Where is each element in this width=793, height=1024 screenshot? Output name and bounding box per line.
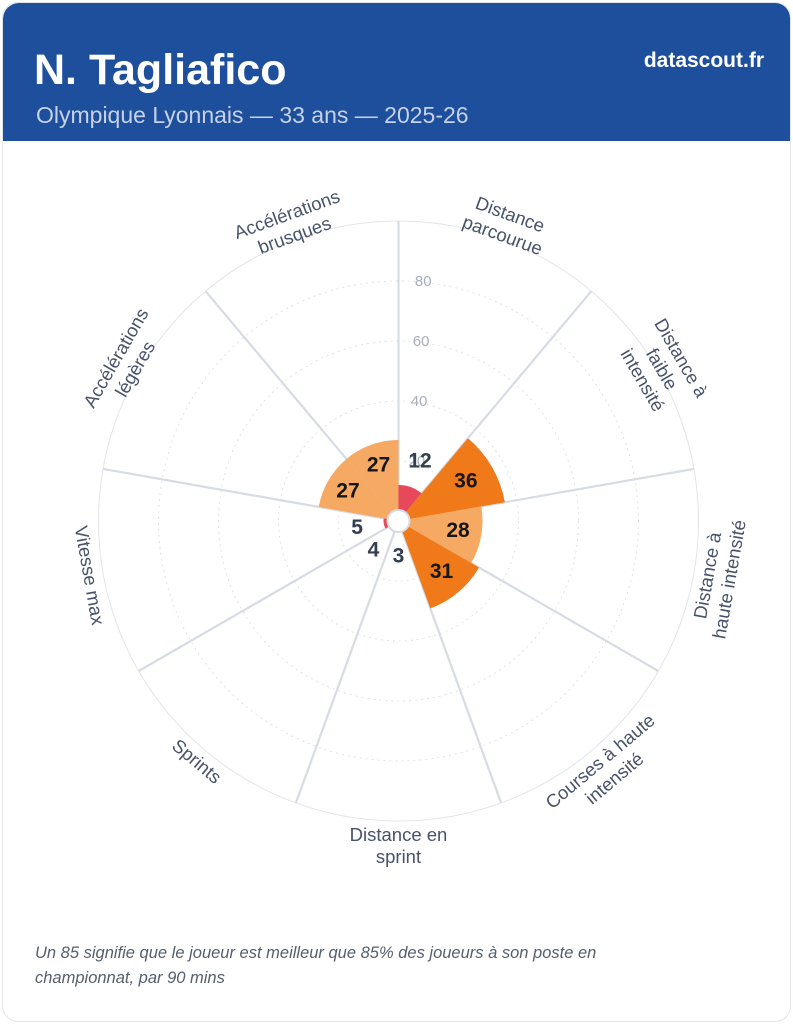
svg-text:5: 5 xyxy=(351,516,363,539)
svg-text:27: 27 xyxy=(336,479,359,502)
svg-text:4: 4 xyxy=(368,538,380,561)
svg-text:40: 40 xyxy=(411,393,428,410)
svg-text:Accélérationslégères: Accélérationslégères xyxy=(79,304,172,422)
svg-text:12: 12 xyxy=(408,449,431,472)
svg-text:Distance àfaibleintensité: Distance àfaibleintensité xyxy=(612,315,713,424)
svg-text:Courses à hauteintensité: Courses à hauteintensité xyxy=(541,709,673,829)
svg-text:80: 80 xyxy=(415,273,432,290)
svg-text:36: 36 xyxy=(454,470,477,493)
svg-text:27: 27 xyxy=(367,454,390,477)
svg-text:Distanceparcourue: Distanceparcourue xyxy=(460,190,553,259)
svg-text:28: 28 xyxy=(446,519,470,542)
svg-text:3: 3 xyxy=(393,545,405,568)
svg-text:31: 31 xyxy=(430,560,454,583)
svg-text:Sprints: Sprints xyxy=(168,735,226,788)
svg-text:Accélérationsbrusques: Accélérationsbrusques xyxy=(231,185,350,264)
svg-text:60: 60 xyxy=(413,333,430,350)
svg-text:Distance àhaute intensité: Distance àhaute intensité xyxy=(686,514,749,640)
